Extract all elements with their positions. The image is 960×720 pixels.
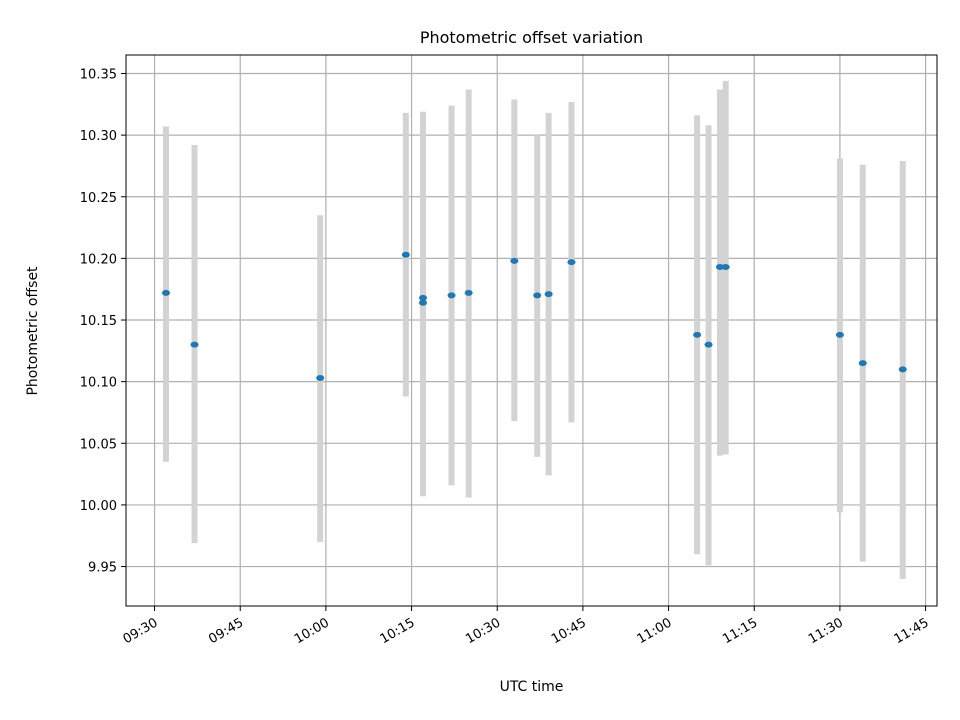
data-point [704, 341, 713, 348]
data-point [510, 257, 519, 264]
plot-frame [125, 54, 938, 607]
data-points [161, 251, 907, 381]
data-point [418, 299, 427, 306]
data-point [835, 331, 844, 338]
y-tick-label: 10.00 [80, 499, 117, 514]
y-tick-label: 10.35 [80, 67, 117, 82]
y-tick-label: 10.05 [80, 437, 117, 452]
y-tick-label: 10.25 [80, 191, 117, 206]
data-point [721, 264, 730, 271]
grid [126, 55, 937, 606]
y-axis-ticks: 9.95 10.00 10.05 10.10 10.15 10.20 10.25 10.30 1… [80, 67, 126, 576]
data-point [567, 259, 576, 266]
y-tick-label: 10.30 [80, 129, 117, 144]
y-tick-label: 9.95 [88, 561, 117, 576]
data-point [316, 374, 325, 381]
data-point [858, 360, 867, 367]
data-point [418, 294, 427, 301]
data-point [190, 341, 199, 348]
x-axis-label: UTC time [500, 679, 564, 695]
data-point [533, 292, 542, 299]
chart-title: Photometric offset variation [420, 28, 643, 47]
data-point [715, 264, 724, 271]
y-tick-label: 10.15 [80, 314, 117, 329]
data-point [898, 366, 907, 373]
data-point [464, 289, 473, 296]
data-point [693, 331, 702, 338]
data-point [401, 251, 410, 258]
y-tick-label: 10.20 [80, 252, 117, 267]
data-point [447, 292, 456, 299]
y-tick-label: 10.10 [80, 376, 117, 391]
y-axis-label: Photometric offset [25, 266, 41, 396]
data-point [544, 291, 553, 298]
data-point [161, 289, 170, 296]
